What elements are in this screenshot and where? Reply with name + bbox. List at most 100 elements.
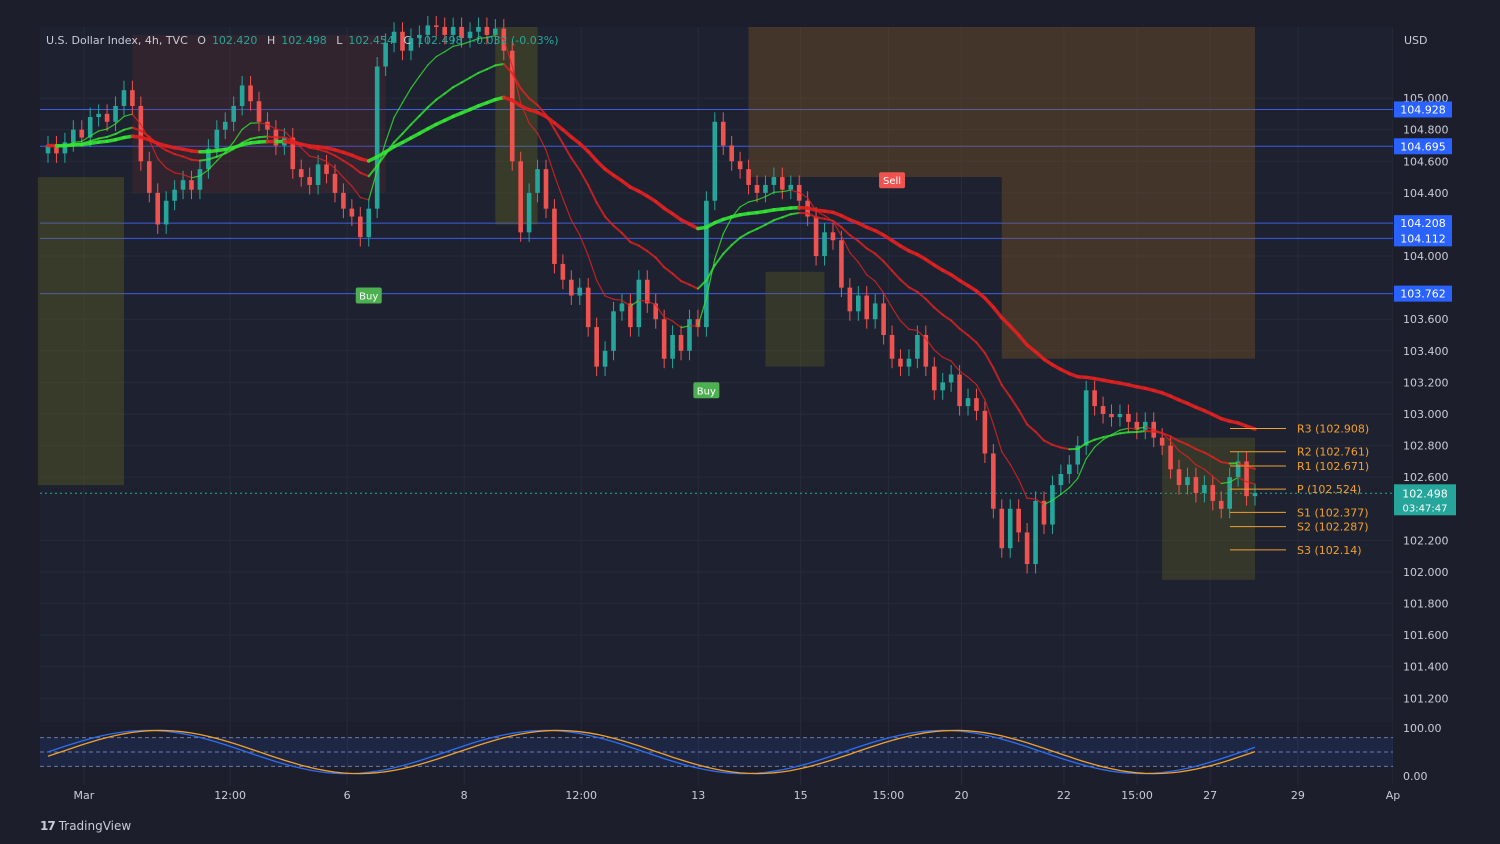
time-tick-label: 15:00 <box>873 789 905 802</box>
ma-fast-line <box>452 43 463 47</box>
tradingview-brand[interactable]: 17 TradingView <box>40 819 131 833</box>
ma-mid-line <box>325 150 336 157</box>
candle-body <box>374 66 380 209</box>
ma-fast-line <box>528 122 539 134</box>
ma-fast-line <box>157 157 167 169</box>
ma-slow-line <box>1008 324 1021 337</box>
candle-body <box>62 142 68 154</box>
price-tick-label: 104.600 <box>1403 155 1449 168</box>
candle-body <box>222 121 228 130</box>
ma-fast-line <box>1051 493 1062 501</box>
oscillator-d-line <box>47 729 1256 775</box>
candle-body <box>1007 508 1013 549</box>
ma-fast-line <box>410 75 420 89</box>
candle-body <box>695 319 701 328</box>
ma-mid-line <box>435 92 446 101</box>
candle-body <box>450 27 456 35</box>
candle-body <box>1075 445 1081 465</box>
signal-badge <box>693 382 720 399</box>
ma-fast-line <box>1009 463 1020 481</box>
ma-fast-line <box>1178 450 1189 458</box>
candle-body <box>248 85 253 102</box>
candle-body <box>180 180 186 190</box>
ma-fast-line <box>1085 446 1096 460</box>
ma-mid-line <box>806 212 818 219</box>
ma-fast-line <box>621 299 631 307</box>
ma-mid-line <box>1076 442 1088 450</box>
ma-fast-line <box>1034 498 1045 506</box>
ma-mid-line <box>114 128 125 135</box>
level-badge <box>1394 230 1452 247</box>
high-value: 102.498 <box>281 34 327 47</box>
open-value: 102.420 <box>211 34 258 47</box>
ma-mid-line <box>620 232 632 244</box>
candle-body <box>391 31 397 43</box>
candle-body <box>54 145 59 154</box>
ma-fast-line <box>756 196 767 201</box>
ma-mid-line <box>460 76 472 84</box>
candle-body <box>87 117 93 138</box>
ma-fast-line <box>975 383 986 401</box>
ma-fast-line <box>266 123 277 130</box>
ma-mid-line <box>848 234 860 242</box>
ma-mid-line <box>494 62 505 67</box>
ma-mid-line <box>1000 384 1012 398</box>
candle-body <box>898 358 903 367</box>
candle-body <box>543 169 549 209</box>
ma-fast-line <box>604 295 615 300</box>
ma-fast-line <box>1144 426 1155 431</box>
candle-body <box>704 200 709 328</box>
ma-fast-line <box>477 37 488 39</box>
candle-body <box>442 27 448 35</box>
ma-mid-line <box>1034 430 1045 442</box>
ma-mid-line <box>815 216 826 220</box>
price-tick-label: 103.000 <box>1403 408 1449 421</box>
low-value: 102.454 <box>348 34 394 47</box>
ma-fast-line <box>579 234 589 257</box>
ma-fast-line <box>1018 478 1028 499</box>
ma-fast-line <box>1110 429 1121 436</box>
candle-body <box>1193 477 1199 493</box>
ma-mid-line <box>1186 443 1197 451</box>
ma-fast-line <box>891 307 902 322</box>
candle-body <box>1083 390 1089 446</box>
ma-fast-line <box>342 176 353 187</box>
ma-fast-line <box>553 174 564 200</box>
price-tick-label: 103.400 <box>1403 345 1449 358</box>
candle-body <box>113 105 118 122</box>
ma-mid-line <box>1135 430 1147 434</box>
ma-fast-line <box>1237 476 1248 483</box>
ma-mid-line <box>258 135 269 139</box>
candle-body <box>1041 500 1047 525</box>
candle-body <box>1218 500 1224 509</box>
candle-body <box>788 184 794 190</box>
zone-orange <box>1001 27 1255 359</box>
ma-mid-line <box>1194 448 1206 454</box>
ma-fast-line <box>81 135 91 142</box>
ma-mid-line <box>646 250 657 259</box>
ma-mid-line <box>536 104 547 116</box>
ma-mid-line <box>772 216 784 222</box>
ma-fast-line <box>545 149 556 176</box>
price-tick-label: 102.600 <box>1403 471 1449 484</box>
time-tick-label: 15 <box>794 789 808 802</box>
ma-slow-line <box>569 135 582 146</box>
candle-body <box>1235 461 1241 478</box>
ma-mid-line <box>1093 436 1105 441</box>
pivot-label: S2 (102.287) <box>1297 521 1369 534</box>
candle-body <box>121 90 127 106</box>
candle-body <box>687 319 692 351</box>
price-tick-label: 104.000 <box>1403 250 1449 263</box>
ma-slow-line <box>1000 315 1012 328</box>
candle-body <box>1117 413 1123 418</box>
ma-slow-line <box>594 159 607 171</box>
ma-fast-line <box>638 299 648 302</box>
level-badge <box>1394 215 1452 232</box>
candle-body <box>341 192 346 209</box>
ma-mid-line <box>933 306 944 316</box>
candle-body <box>594 327 599 367</box>
current-price-badge <box>1394 484 1456 516</box>
ma-fast-line <box>967 376 978 386</box>
